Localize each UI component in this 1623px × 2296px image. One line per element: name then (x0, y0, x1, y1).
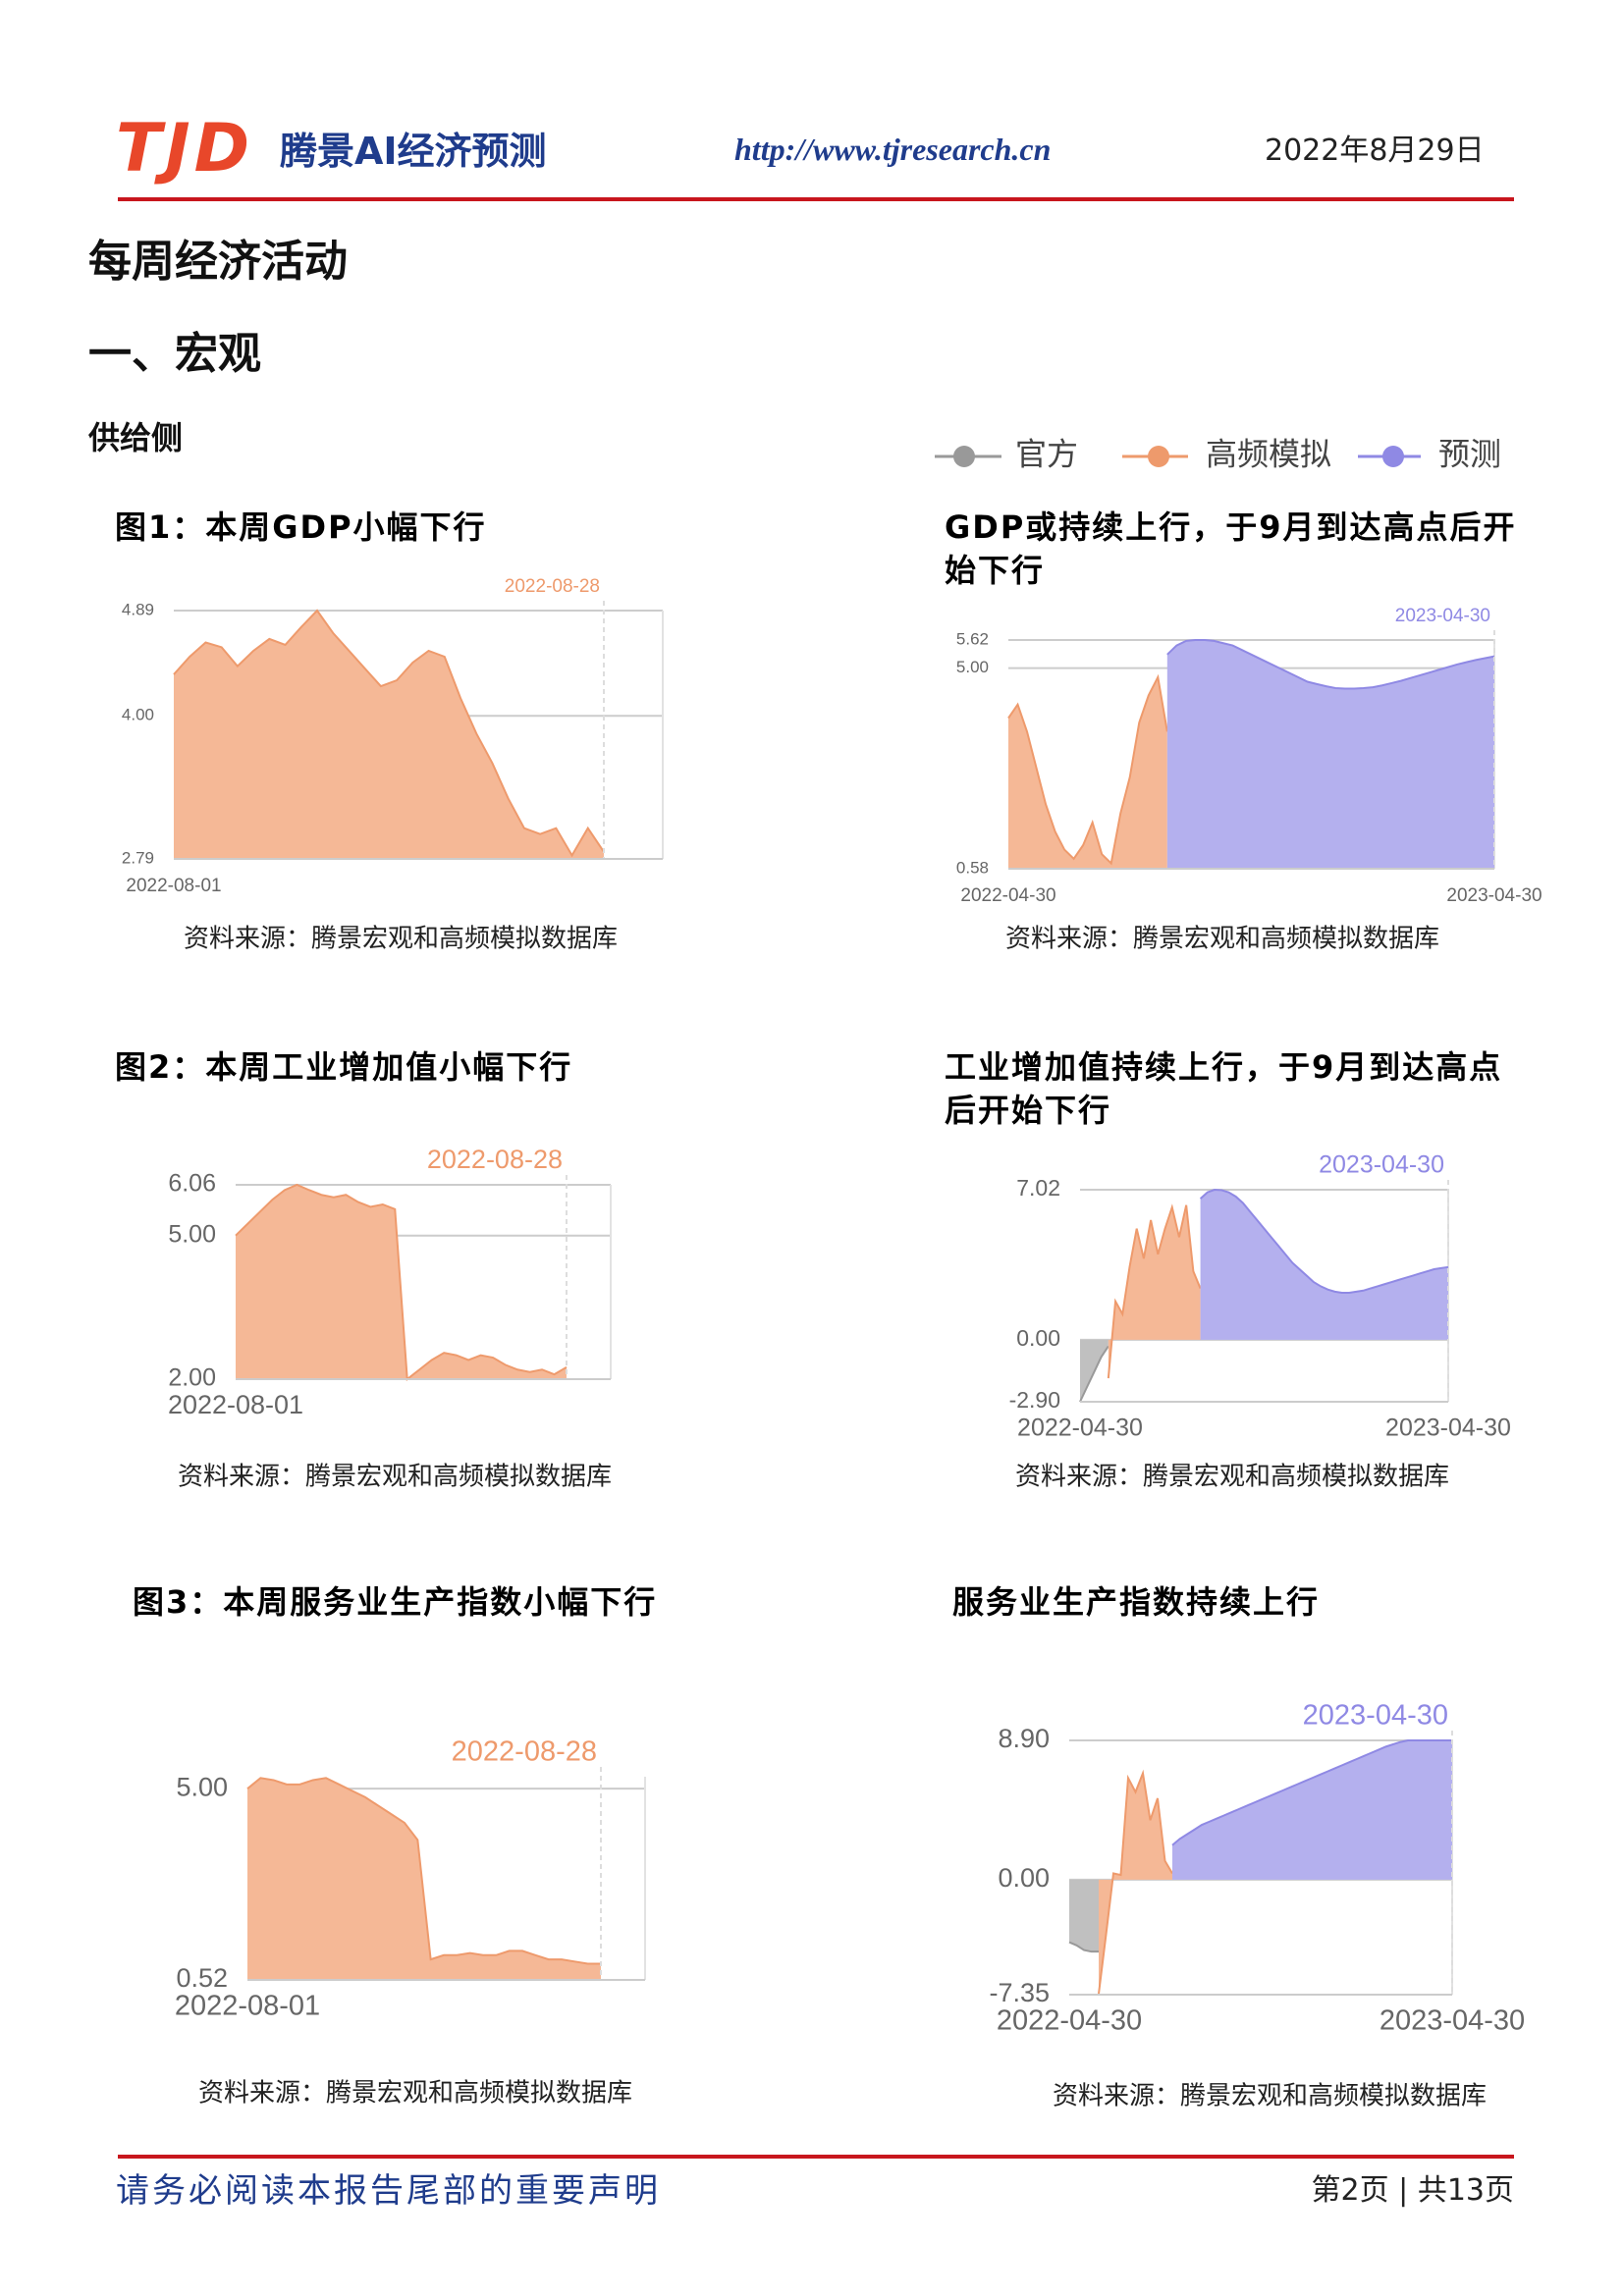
chart-title: 工业增加值持续上行，于9月到达高点后开始下行 (945, 1048, 1503, 1129)
y-tick-label: -2.90 (1009, 1387, 1060, 1413)
header-rule (118, 197, 1514, 201)
x-tick-label: 2023-04-30 (1385, 1415, 1511, 1442)
chart-title: 图3：本周服务业生产指数小幅下行 (133, 1583, 658, 1621)
chart-source: 资料来源：腾景宏观和高频模拟数据库 (1015, 1463, 1449, 1492)
y-tick-label: 0.00 (1016, 1325, 1060, 1351)
legend-marker (953, 446, 975, 467)
y-tick-label: 5.00 (176, 1772, 228, 1801)
area (1099, 1773, 1172, 1995)
legend-marker (1148, 446, 1169, 467)
logo: TJD (116, 110, 254, 187)
legend-label: 预测 (1438, 436, 1501, 471)
area (1166, 640, 1494, 869)
area-edge (173, 609, 605, 858)
annotation: 2022-08-28 (427, 1145, 563, 1174)
y-tick-label: 4.89 (122, 600, 154, 618)
x-tick-label: 2023-04-30 (1446, 885, 1542, 906)
area-edge (1098, 1769, 1173, 1995)
y-tick-label: 4.00 (122, 706, 154, 724)
area-edge (1007, 673, 1168, 866)
section-heading: 一、宏观 (88, 329, 261, 379)
area-edge (235, 1183, 568, 1381)
area (1069, 1879, 1099, 1952)
chart-title: 图2：本周工业增加值小幅下行 (115, 1048, 573, 1086)
area (236, 1185, 567, 1379)
area (1172, 1740, 1452, 1880)
y-tick-label: 0.00 (998, 1863, 1050, 1893)
brand: 腾景AI经济预测 (280, 130, 547, 173)
area-edge (1166, 639, 1495, 690)
annotation: 2023-04-30 (1303, 1700, 1448, 1732)
chart-source: 资料来源：腾景宏观和高频模拟数据库 (1005, 925, 1439, 954)
area (1200, 1190, 1448, 1340)
y-tick-label: 0.52 (176, 1963, 228, 1993)
page-number: 第2页 | 共13页 (1311, 2173, 1514, 2208)
y-tick-label: 2.79 (122, 848, 154, 867)
legend-label: 高频模拟 (1206, 436, 1331, 471)
annotation: 2023-04-30 (1319, 1151, 1444, 1179)
chart-source: 资料来源：腾景宏观和高频模拟数据库 (178, 1463, 612, 1492)
y-tick-label: 5.62 (956, 629, 989, 648)
chart-title: 图1：本周GDP小幅下行 (115, 508, 487, 546)
x-tick-label: 2022-04-30 (960, 885, 1055, 906)
y-tick-label: 6.06 (168, 1170, 216, 1198)
date: 2022年8月29日 (1265, 133, 1485, 168)
x-tick-label: 2023-04-30 (1380, 2005, 1525, 2037)
area-edge (1199, 1188, 1449, 1294)
chart-source: 资料来源：腾景宏观和高频模拟数据库 (198, 2079, 632, 2109)
legend-label: 官方 (1015, 436, 1078, 471)
y-tick-label: 2.00 (168, 1364, 216, 1392)
chart-source: 资料来源：腾景宏观和高频模拟数据库 (1053, 2082, 1487, 2111)
x-tick-label: 2022-04-30 (997, 2005, 1142, 2037)
legend-marker (1382, 446, 1404, 467)
area-edge (1068, 1941, 1099, 1953)
x-tick-label: 2022-08-01 (175, 1991, 320, 2022)
page-title: 每周经济活动 (88, 237, 348, 287)
chart-title: 服务业生产指数持续上行 (952, 1583, 1321, 1621)
subsection-heading: 供给侧 (88, 419, 184, 456)
annotation: 2022-08-28 (505, 576, 600, 597)
area-edge (1079, 1345, 1109, 1403)
chart-source: 资料来源：腾景宏观和高频模拟数据库 (184, 925, 618, 954)
x-tick-label: 2022-08-01 (168, 1390, 303, 1419)
x-tick-label: 2022-08-01 (126, 876, 221, 896)
area (247, 1778, 601, 1980)
x-tick-label: 2022-04-30 (1017, 1415, 1143, 1442)
disclaimer: 请务必阅读本报告尾部的重要声明 (116, 2171, 661, 2211)
area-edge (246, 1777, 601, 1965)
annotation: 2023-04-30 (1395, 606, 1490, 626)
chart-title: GDP或持续上行，于9月到达高点后开始下行 (945, 508, 1517, 589)
area (1008, 676, 1167, 869)
area-edge (1107, 1203, 1202, 1379)
footer-rule (118, 2155, 1514, 2159)
annotation: 2022-08-28 (452, 1736, 597, 1768)
url: http://www.tjresearch.cn (734, 132, 1052, 167)
y-tick-label: -7.35 (989, 1978, 1050, 2007)
y-tick-label: 8.90 (998, 1724, 1050, 1753)
area-edge (1171, 1739, 1452, 1846)
area (174, 611, 604, 859)
y-tick-label: 0.58 (956, 858, 989, 877)
area (1108, 1204, 1201, 1379)
y-tick-label: 5.00 (168, 1220, 216, 1248)
y-tick-label: 5.00 (956, 658, 989, 676)
y-tick-label: 7.02 (1016, 1175, 1060, 1201)
